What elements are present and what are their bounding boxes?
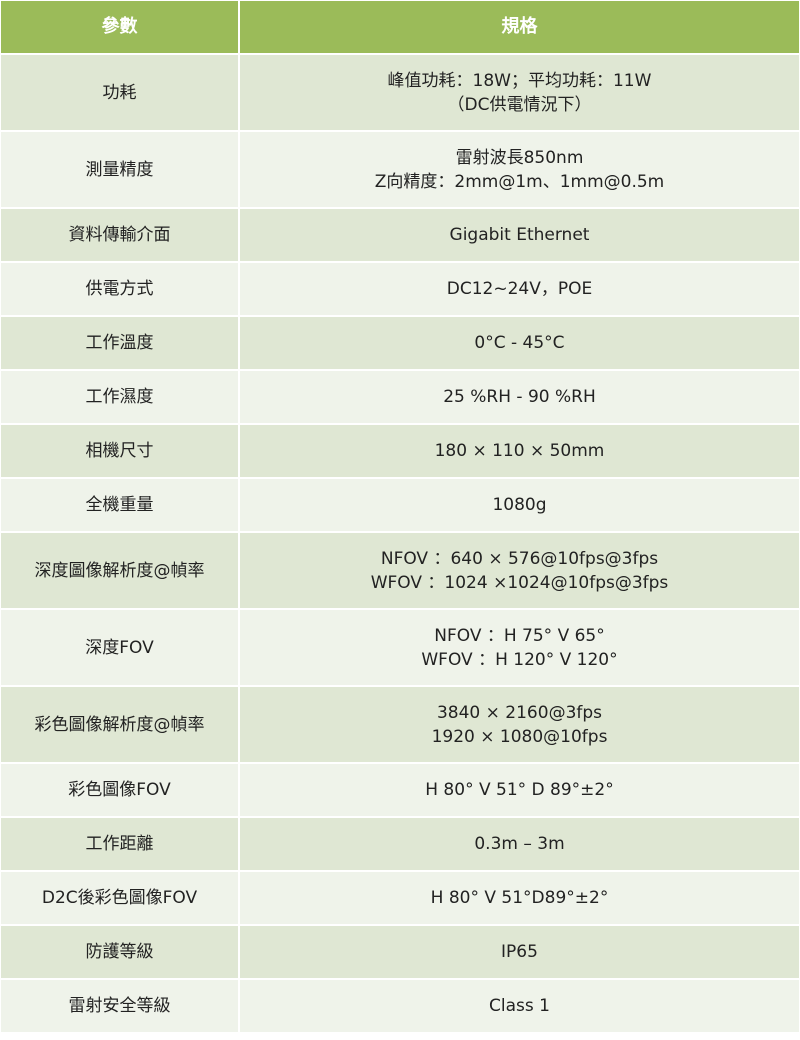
table-row: 全機重量 1080g [1,479,799,531]
spec-cell: H 80° V 51°D89°±2° [240,872,799,924]
spec-cell: IP65 [240,926,799,978]
param-cell: 深度圖像解析度@幀率 [1,533,238,608]
table-row: 相機尺寸 180 × 110 × 50mm [1,425,799,477]
param-cell: 供電方式 [1,263,238,315]
spec-line: 雷射波長850nm [455,147,584,168]
spec-line: 1080g [492,495,547,515]
table-row: 彩色圖像FOV H 80° V 51° D 89°±2° [1,764,799,816]
param-cell: 彩色圖像FOV [1,764,238,816]
spec-line: IP65 [501,942,538,962]
table-row: 工作溫度 0°C - 45°C [1,317,799,369]
spec-line: 180 × 110 × 50mm [434,441,605,461]
table-row: 彩色圖像解析度@幀率 3840 × 2160@3fps 1920 × 1080@10… [1,687,799,762]
table-row: 防護等級 IP65 [1,926,799,978]
spec-line: 3840 × 2160@3fps [436,702,603,723]
param-cell: 工作溫度 [1,317,238,369]
spec-cell: Gigabit Ethernet [240,209,799,261]
spec-line: WFOV ：H 120° V 120° [421,649,618,670]
param-cell: 雷射安全等級 [1,980,238,1032]
spec-line: NFOV ：H 75° V 65° [434,625,605,646]
spec-cell: 180 × 110 × 50mm [240,425,799,477]
spec-cell: 雷射波長850nm Z向精度：2mm@1m、1mm@0.5m [240,132,799,207]
spec-line: 0°C - 45°C [474,333,565,353]
table-row: 深度圖像解析度@幀率 NFOV ：640 × 576@10fps@3fps WFOV… [1,533,799,608]
spec-cell: Class 1 [240,980,799,1032]
table-row: 功耗 峰值功耗：18W；平均功耗：11W （DC供電情況下） [1,55,799,130]
table-row: 供電方式 DC12~24V，POE [1,263,799,315]
spec-cell: H 80° V 51° D 89°±2° [240,764,799,816]
spec-line: Class 1 [489,996,550,1016]
spec-line: （DC供電情況下） [447,94,592,115]
table-row: 工作濕度 25 %RH - 90 %RH [1,371,799,423]
table-row: 工作距離 0.3m – 3m [1,818,799,870]
spec-cell: NFOV ：H 75° V 65° WFOV ：H 120° V 120° [240,610,799,685]
param-cell: 相機尺寸 [1,425,238,477]
spec-line: 峰值功耗：18W；平均功耗：11W [387,70,652,91]
spec-line: DC12~24V，POE [446,279,593,299]
param-cell: 工作距離 [1,818,238,870]
param-cell: D2C後彩色圖像FOV [1,872,238,924]
spec-cell: 1080g [240,479,799,531]
spec-cell: 25 %RH - 90 %RH [240,371,799,423]
param-cell: 資料傳輸介面 [1,209,238,261]
spec-cell: DC12~24V，POE [240,263,799,315]
table-row: D2C後彩色圖像FOV H 80° V 51°D89°±2° [1,872,799,924]
table-row: 深度FOV NFOV ：H 75° V 65° WFOV ：H 120° V 120… [1,610,799,685]
header-row: 參數 規格 [1,1,799,53]
spec-line: WFOV ：1024 ×1024@10fps@3fps [370,572,669,593]
header-spec: 規格 [240,1,799,53]
param-cell: 彩色圖像解析度@幀率 [1,687,238,762]
spec-line: H 80° V 51°D89°±2° [430,888,609,908]
spec-line: H 80° V 51° D 89°±2° [425,780,614,800]
param-cell: 工作濕度 [1,371,238,423]
spec-line: 1920 × 1080@10fps [431,726,608,747]
table-row: 資料傳輸介面 Gigabit Ethernet [1,209,799,261]
param-cell: 測量精度 [1,132,238,207]
spec-line: NFOV ：640 × 576@10fps@3fps [380,548,659,569]
spec-line: Z向精度：2mm@1m、1mm@0.5m [374,171,665,192]
param-cell: 全機重量 [1,479,238,531]
spec-line: Gigabit Ethernet [449,225,590,245]
spec-cell: 峰值功耗：18W；平均功耗：11W （DC供電情況下） [240,55,799,130]
spec-line: 0.3m – 3m [474,834,565,854]
param-cell: 功耗 [1,55,238,130]
param-cell: 深度FOV [1,610,238,685]
header-param: 參數 [1,1,238,53]
spec-cell: NFOV ：640 × 576@10fps@3fps WFOV ：1024 ×10… [240,533,799,608]
spec-line: 25 %RH - 90 %RH [443,387,596,407]
spec-cell: 0°C - 45°C [240,317,799,369]
spec-cell: 0.3m – 3m [240,818,799,870]
param-cell: 防護等級 [1,926,238,978]
spec-cell: 3840 × 2160@3fps 1920 × 1080@10fps [240,687,799,762]
table-row: 測量精度 雷射波長850nm Z向精度：2mm@1m、1mm@0.5m [1,132,799,207]
table-row: 雷射安全等級 Class 1 [1,980,799,1032]
